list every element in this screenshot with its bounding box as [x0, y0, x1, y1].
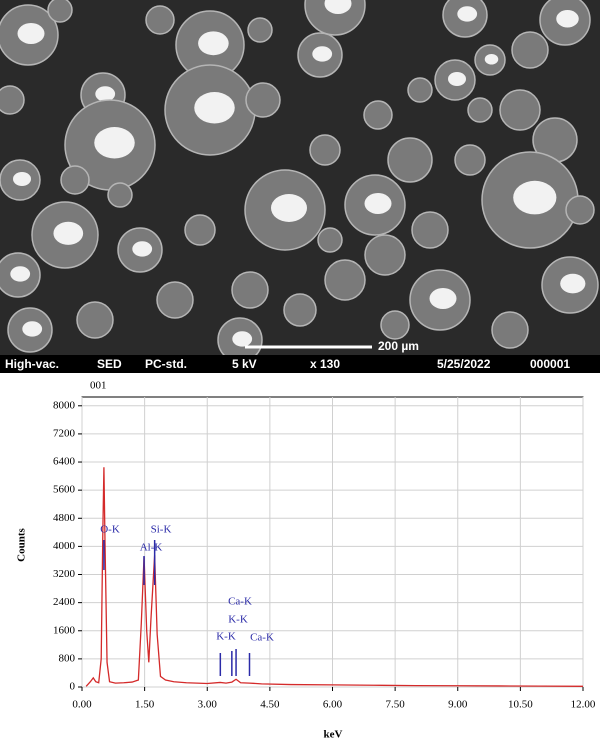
particle [565, 195, 595, 225]
y-tick-label: 4800 [53, 512, 76, 524]
info-text: 5/25/2022 [437, 357, 491, 371]
particle [245, 82, 281, 118]
particle-highlight [271, 194, 307, 222]
y-tick-label: 8000 [53, 399, 76, 411]
particle-highlight [53, 221, 84, 245]
particle [184, 214, 216, 246]
particle [156, 281, 194, 319]
x-axis-label: keV [324, 729, 343, 741]
x-tick-label: 4.50 [260, 699, 280, 711]
info-text: 5 kV [232, 357, 257, 371]
y-tick-label: 2400 [53, 596, 76, 608]
y-tick-label: 7200 [53, 427, 76, 439]
particle [511, 31, 549, 69]
particle [387, 137, 433, 183]
y-tick-label: 800 [59, 652, 76, 664]
particle-highlight [198, 31, 229, 56]
particle [309, 134, 341, 166]
particle [364, 234, 406, 276]
particle-highlight [560, 273, 586, 294]
spectrum-line [85, 467, 584, 687]
particle-highlight [10, 266, 31, 282]
particle-highlight [94, 127, 135, 159]
particle-highlight [324, 0, 352, 14]
y-tick-label: 1600 [53, 624, 76, 636]
particle [317, 227, 343, 253]
particle [491, 311, 529, 349]
particle [499, 89, 541, 131]
particle [47, 0, 73, 23]
x-tick-label: 3.00 [198, 699, 218, 711]
particle-highlight [95, 86, 116, 102]
particle [231, 271, 269, 309]
particle-highlight [513, 180, 557, 215]
particle [60, 165, 90, 195]
particle [0, 85, 25, 115]
particle [76, 301, 114, 339]
particle [454, 144, 486, 176]
particle-highlight [556, 10, 579, 28]
particle-highlight [194, 92, 235, 124]
y-axis-label: Counts [16, 527, 28, 561]
x-tick-label: 12.00 [571, 699, 596, 711]
particle [107, 182, 133, 208]
particle-highlight [232, 331, 253, 347]
particle [283, 293, 317, 327]
particle-highlight [17, 23, 45, 44]
particle [467, 97, 493, 123]
x-tick-label: 6.00 [323, 699, 343, 711]
peak-label: Si-K [151, 524, 172, 536]
particle [363, 100, 393, 130]
y-tick-label: 3200 [53, 568, 76, 580]
particle [145, 5, 175, 35]
particle [380, 310, 410, 340]
particle-highlight [13, 172, 31, 186]
peak-label: Al-K [140, 542, 163, 554]
particle-highlight [429, 288, 457, 309]
y-tick-label: 0 [70, 681, 76, 693]
peak-label: Ca-K [250, 632, 274, 644]
y-tick-label: 6400 [53, 456, 76, 468]
particle [247, 17, 273, 43]
scale-bar-label: 200 µm [378, 339, 419, 353]
particle [304, 0, 366, 36]
x-tick-label: 7.50 [386, 699, 406, 711]
particle [324, 259, 366, 301]
particle [407, 77, 433, 103]
particle-highlight [312, 46, 333, 62]
chart-title: 001 [90, 380, 107, 392]
peak-label: O-K [100, 524, 120, 536]
x-tick-label: 0.00 [72, 699, 92, 711]
info-text: High-vac. [5, 357, 59, 371]
y-tick-label: 5600 [53, 484, 76, 496]
info-bar [0, 355, 600, 373]
particle [411, 211, 449, 249]
particle-highlight [457, 6, 478, 22]
info-text: x 130 [310, 357, 340, 371]
sem-image: 200 µm High-vac. SED PC-std. 5 kV x 130 5/25/2… [0, 0, 600, 373]
y-tick-label: 4000 [53, 540, 76, 552]
peak-label: Ca-K [228, 596, 252, 608]
peak-label: K-K [228, 614, 248, 626]
x-tick-label: 1.50 [135, 699, 155, 711]
particle-highlight [448, 72, 466, 86]
peak-label: K-K [216, 631, 236, 643]
x-tick-label: 9.00 [448, 699, 468, 711]
info-text: PC-std. [145, 357, 187, 371]
particle-highlight [364, 193, 392, 214]
particle-highlight [132, 241, 153, 257]
info-text: SED [97, 357, 122, 371]
particle-highlight [22, 321, 43, 337]
particle-highlight [484, 54, 499, 65]
x-tick-label: 10.50 [508, 699, 533, 711]
info-text: 000001 [530, 357, 570, 371]
